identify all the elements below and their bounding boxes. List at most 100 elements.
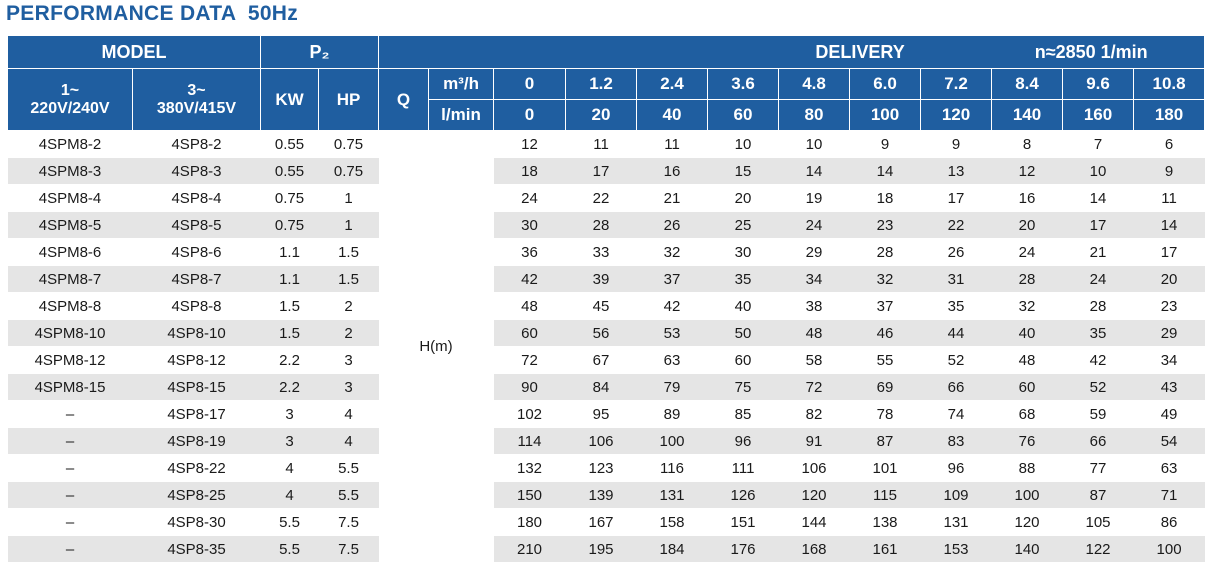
head-value-cell: 132: [493, 454, 566, 482]
kw-cell: 3: [260, 427, 319, 455]
delivery-header: DELIVERY n≈2850 1/min: [378, 35, 1206, 69]
head-value-cell: 120: [778, 481, 850, 509]
head-value-cell: 24: [493, 184, 566, 212]
head-value-cell: 116: [636, 454, 708, 482]
head-value-cell: 59: [1062, 400, 1134, 428]
table-row: 4SPM8-7 4SP8-7 1.1 1.5 42 39 37 35 34 32 31 28 24 20: [7, 265, 1205, 293]
head-value-cell: 48: [493, 292, 566, 320]
q-lmin-cell: 120: [920, 99, 993, 131]
head-value-cell: 86: [1133, 508, 1205, 536]
q-m3h-cell: 6.0: [849, 68, 922, 100]
head-value-cell: 32: [636, 238, 708, 266]
hp-cell: 2: [318, 319, 379, 347]
head-value-cell: 17: [565, 157, 637, 185]
head-value-cell: 161: [849, 535, 921, 563]
head-value-cell: 42: [1062, 346, 1134, 374]
hp-cell: 0.75: [318, 157, 379, 185]
table-row: 4SPM8-5 4SP8-5 0.75 1 30 28 26 25 24 23 22 20 17 14: [7, 211, 1205, 239]
head-value-cell: 20: [707, 184, 779, 212]
kw-cell: 1.5: [260, 292, 319, 320]
model-1phase-cell: –: [7, 535, 133, 563]
head-value-cell: 85: [707, 400, 779, 428]
head-value-cell: 87: [849, 427, 921, 455]
head-value-cell: 33: [565, 238, 637, 266]
head-value-cell: 180: [493, 508, 566, 536]
q-lmin-cell: 20: [565, 99, 638, 131]
head-value-cell: 21: [636, 184, 708, 212]
head-value-cell: 115: [849, 481, 921, 509]
single-phase-symbol: 1~: [60, 81, 80, 99]
head-value-cell: 22: [565, 184, 637, 212]
q-lmin-cell: 100: [849, 99, 922, 131]
model-3phase-cell: 4SP8-30: [132, 508, 261, 536]
model-3phase-cell: 4SP8-35: [132, 535, 261, 563]
head-value-cell: 15: [707, 157, 779, 185]
head-value-cell: 151: [707, 508, 779, 536]
head-value-cell: 9: [849, 130, 921, 158]
head-value-cell: 40: [707, 292, 779, 320]
hp-cell: 2: [318, 292, 379, 320]
head-value-cell: 158: [636, 508, 708, 536]
head-value-cell: 66: [920, 373, 992, 401]
kw-cell: 0.55: [260, 157, 319, 185]
model-3phase-cell: 4SP8-15: [132, 373, 261, 401]
head-value-cell: 9: [920, 130, 992, 158]
model-1phase-cell: –: [7, 427, 133, 455]
head-value-cell: 131: [636, 481, 708, 509]
three-phase-symbol: 3~: [187, 81, 206, 99]
model-1phase-cell: 4SPM8-10: [7, 319, 133, 347]
hp-cell: 4: [318, 427, 379, 455]
model-3phase-cell: 4SP8-3: [132, 157, 261, 185]
head-value-cell: 24: [1062, 265, 1134, 293]
head-value-cell: 195: [565, 535, 637, 563]
head-value-cell: 10: [1062, 157, 1134, 185]
model-3phase-cell: 4SP8-5: [132, 211, 261, 239]
head-value-cell: 16: [991, 184, 1063, 212]
kw-cell: 5.5: [260, 535, 319, 563]
head-value-cell: 77: [1062, 454, 1134, 482]
head-value-cell: 48: [991, 346, 1063, 374]
head-value-cell: 43: [1133, 373, 1205, 401]
head-value-cell: 25: [707, 211, 779, 239]
q-lmin-cell: 40: [636, 99, 709, 131]
head-value-cell: 109: [920, 481, 992, 509]
head-value-cell: 74: [920, 400, 992, 428]
q-lmin-cell: 80: [778, 99, 851, 131]
model-3phase-cell: 4SP8-6: [132, 238, 261, 266]
head-value-cell: 82: [778, 400, 850, 428]
head-value-cell: 16: [636, 157, 708, 185]
q-m3h-cell: 0: [493, 68, 567, 100]
head-value-cell: 36: [493, 238, 566, 266]
head-value-cell: 100: [991, 481, 1063, 509]
model-1phase-cell: 4SPM8-6: [7, 238, 133, 266]
kw-cell: 0.75: [260, 184, 319, 212]
head-value-cell: 60: [493, 319, 566, 347]
head-value-cell: 18: [493, 157, 566, 185]
head-value-cell: 54: [1133, 427, 1205, 455]
lmin-unit: l/min: [428, 99, 495, 131]
head-value-cell: 23: [849, 211, 921, 239]
head-value-cell: 11: [565, 130, 637, 158]
head-value-cell: 60: [991, 373, 1063, 401]
head-value-cell: 111: [707, 454, 779, 482]
q-header: Q: [378, 68, 430, 131]
head-value-cell: 138: [849, 508, 921, 536]
table-row: 4SPM8-2 4SP8-2 0.55 0.75 H(m) 12 11 11 10 10 9 9 8 7 6: [7, 130, 1205, 563]
head-value-cell: 140: [991, 535, 1063, 563]
head-value-cell: 79: [636, 373, 708, 401]
q-lmin-cell: 60: [707, 99, 780, 131]
single-phase-header: 1~ 220V/240V: [7, 68, 133, 131]
table-row: 4SPM8-4 4SP8-4 0.75 1 24 22 21 20 19 18 17 16 14 11: [7, 184, 1205, 212]
head-value-cell: 44: [920, 319, 992, 347]
head-value-cell: 78: [849, 400, 921, 428]
model-3phase-cell: 4SP8-22: [132, 454, 261, 482]
q-lmin-cell: 140: [991, 99, 1064, 131]
model-3phase-cell: 4SP8-19: [132, 427, 261, 455]
model-1phase-cell: 4SPM8-7: [7, 265, 133, 293]
table-row: –4SP8-22 4 5.5 132 123 116 111 106 101 96 88 77 63: [7, 454, 1205, 482]
kw-cell: 0.75: [260, 211, 319, 239]
model-header: MODEL: [7, 35, 261, 69]
head-value-cell: 69: [849, 373, 921, 401]
kw-cell: 1.1: [260, 238, 319, 266]
head-value-cell: 50: [707, 319, 779, 347]
